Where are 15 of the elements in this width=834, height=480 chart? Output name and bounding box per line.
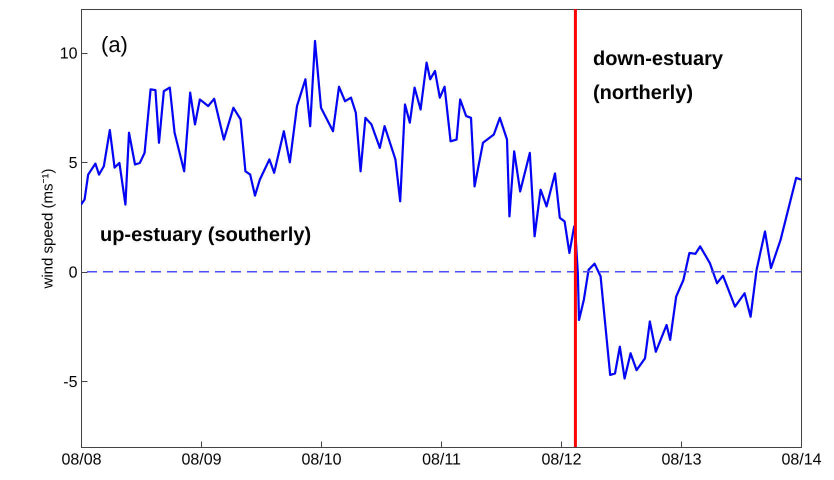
annotation: up-estuary (southerly) [100,224,312,246]
y-tick-label: 10 [60,45,78,62]
annotation: (a) [101,32,128,57]
y-tick-label: 5 [68,154,78,172]
x-tick-label: 08/11 [422,452,462,468]
x-tick-label: 08/12 [541,452,582,468]
y-tick-label: 0 [68,264,78,282]
x-tick-label: 08/13 [661,452,702,468]
y-axis-title: wind speed (ms⁻¹) [40,168,57,290]
annotation: down-estuary (northerly) [593,48,724,104]
x-tick-label: 08/08 [61,452,102,468]
x-tick-label: 08/09 [181,452,222,468]
x-tick-label: 08/14 [781,452,822,468]
x-tick-label: 08/10 [301,452,342,468]
y-tick-label: -5 [63,374,78,391]
